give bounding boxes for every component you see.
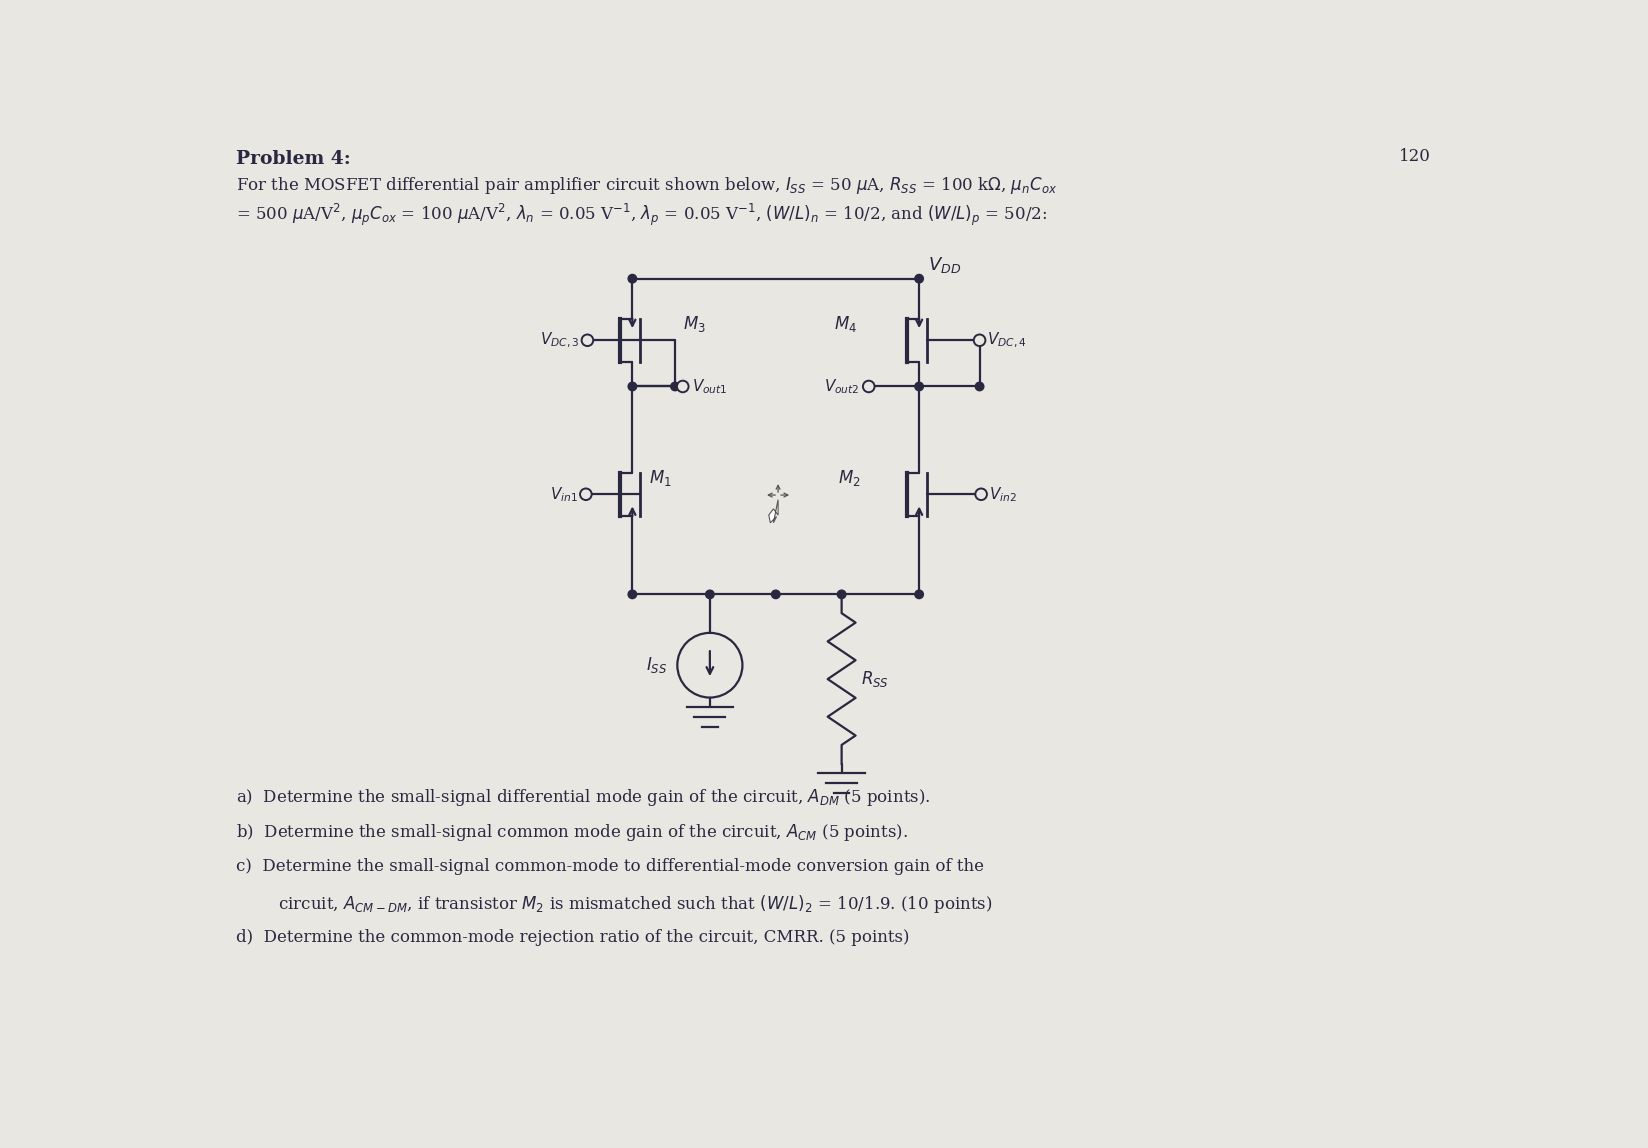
Text: Problem 4:: Problem 4:: [236, 150, 349, 168]
Circle shape: [915, 590, 923, 598]
Text: 120: 120: [1398, 148, 1430, 165]
Text: $M_3$: $M_3$: [682, 315, 705, 334]
Text: $M_4$: $M_4$: [834, 315, 857, 334]
Text: $V_{in2}$: $V_{in2}$: [989, 484, 1017, 504]
Text: $V_{out1}$: $V_{out1}$: [692, 378, 727, 396]
Circle shape: [628, 590, 636, 598]
Text: For the MOSFET differential pair amplifier circuit shown below, $I_{SS}$ = 50 $\: For the MOSFET differential pair amplifi…: [236, 174, 1056, 195]
Circle shape: [582, 334, 593, 346]
Polygon shape: [768, 499, 778, 522]
Text: $V_{DC,3}$: $V_{DC,3}$: [541, 331, 580, 350]
Circle shape: [628, 382, 636, 390]
Text: circuit, $A_{CM-DM}$, if transistor $M_2$ is mismatched such that $(W/L)_2$ = 10: circuit, $A_{CM-DM}$, if transistor $M_2…: [236, 893, 992, 915]
Circle shape: [837, 590, 845, 598]
Text: $R_{SS}$: $R_{SS}$: [860, 669, 888, 689]
Text: = 500 $\mu$A/V$^2$, $\mu_p C_{ox}$ = 100 $\mu$A/V$^2$, $\lambda_n$ = 0.05 V$^{-1: = 500 $\mu$A/V$^2$, $\mu_p C_{ox}$ = 100…: [236, 202, 1046, 228]
Text: $I_{SS}$: $I_{SS}$: [646, 656, 667, 675]
Text: a)  Determine the small-signal differential mode gain of the circuit, $A_{DM}$ (: a) Determine the small-signal differenti…: [236, 786, 929, 808]
Circle shape: [862, 381, 873, 393]
Circle shape: [580, 489, 592, 501]
Text: $V_{DD}$: $V_{DD}$: [928, 255, 961, 274]
Circle shape: [771, 590, 780, 598]
Text: $M_1$: $M_1$: [649, 468, 672, 488]
Circle shape: [671, 382, 679, 390]
Circle shape: [705, 590, 714, 598]
Circle shape: [677, 381, 689, 393]
Text: b)  Determine the small-signal common mode gain of the circuit, $A_{CM}$ (5 poin: b) Determine the small-signal common mod…: [236, 822, 906, 844]
Circle shape: [628, 274, 636, 282]
Text: c)  Determine the small-signal common-mode to differential-mode conversion gain : c) Determine the small-signal common-mod…: [236, 858, 982, 875]
Text: $V_{out2}$: $V_{out2}$: [824, 378, 859, 396]
Circle shape: [915, 274, 923, 282]
Circle shape: [915, 382, 923, 390]
Text: d)  Determine the common-mode rejection ratio of the circuit, CMRR. (5 points): d) Determine the common-mode rejection r…: [236, 929, 908, 946]
Text: $V_{DC,4}$: $V_{DC,4}$: [987, 331, 1027, 350]
Text: $M_2$: $M_2$: [837, 468, 860, 488]
Circle shape: [974, 382, 984, 390]
Circle shape: [974, 334, 986, 346]
Circle shape: [974, 489, 987, 501]
Text: $V_{in1}$: $V_{in1}$: [550, 484, 578, 504]
